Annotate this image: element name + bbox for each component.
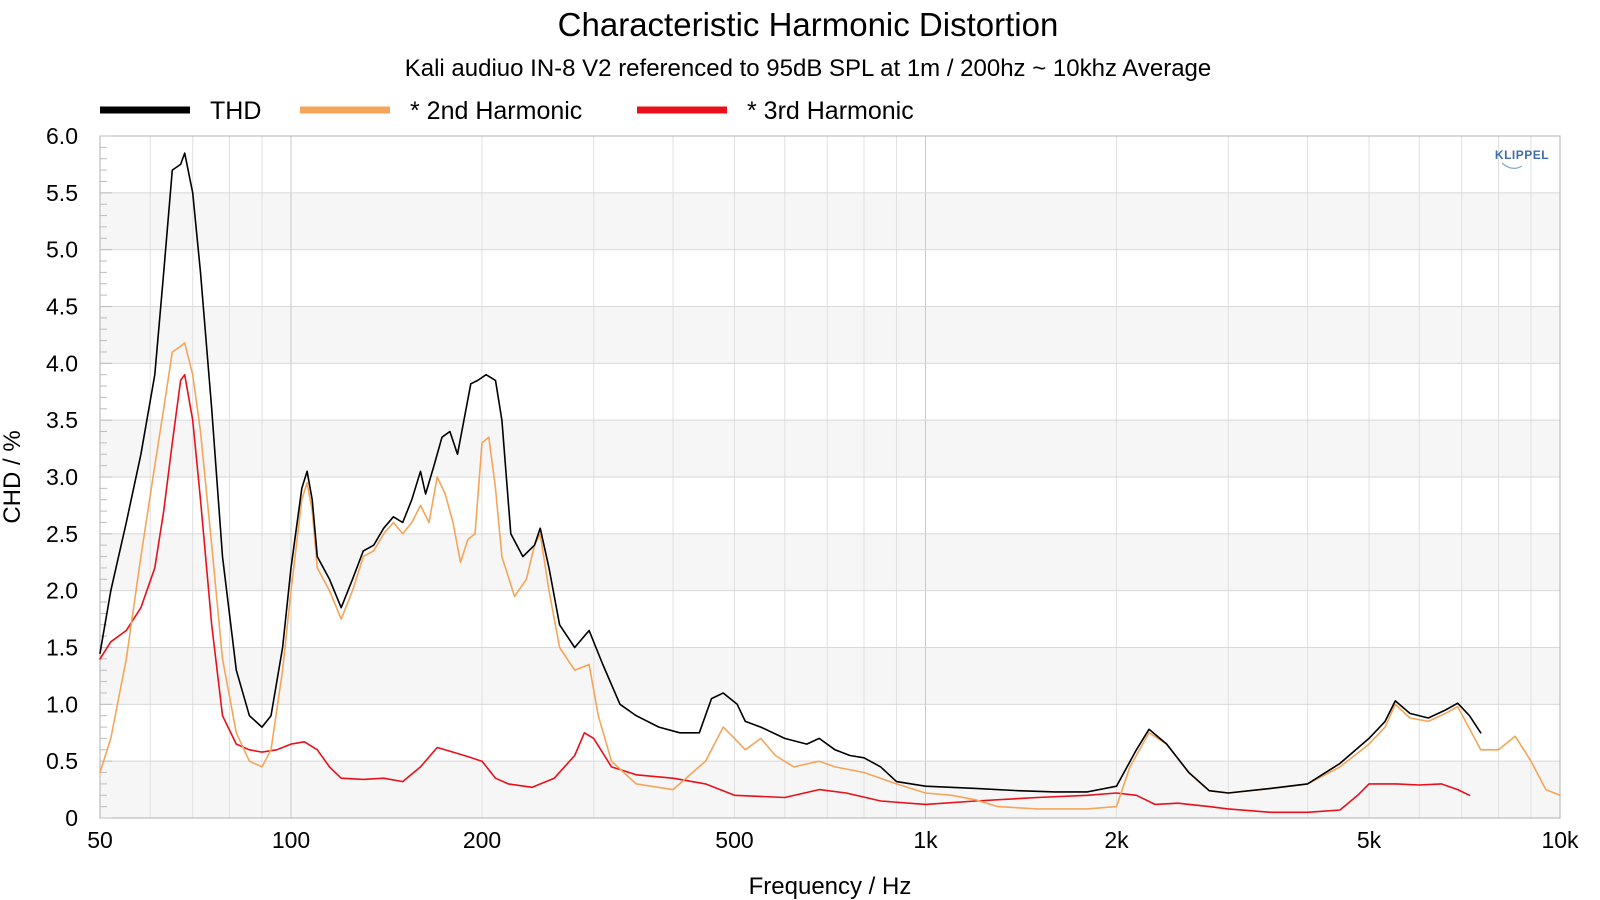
chart-title: Characteristic Harmonic Distortion — [558, 6, 1059, 43]
plot-band — [100, 761, 1560, 818]
x-tick-label: 1k — [913, 827, 938, 853]
plot-background-bands — [100, 136, 1560, 818]
y-tick-label: 0.5 — [46, 748, 78, 774]
y-tick-label: 3.0 — [46, 464, 78, 490]
series-line-3rd-harmonic — [99, 373, 1471, 814]
y-tick-label: 2.5 — [46, 521, 78, 547]
plot-band — [100, 533, 1560, 591]
plot-band — [100, 420, 1560, 477]
y-tick-label: 1.0 — [46, 691, 78, 717]
series-lines — [99, 152, 1561, 814]
klippel-logo: KLIPPEL — [1495, 148, 1549, 169]
plot-band — [100, 136, 1560, 193]
y-tick-label: 2.0 — [46, 578, 78, 604]
y-tick-label: 0 — [65, 805, 78, 831]
plot-band — [100, 704, 1560, 762]
x-tick-label: 5k — [1357, 827, 1382, 853]
plot-band — [100, 249, 1560, 307]
y-tick-label: 5.0 — [46, 237, 78, 263]
legend-label: * 3rd Harmonic — [747, 97, 914, 125]
klippel-logo-text: KLIPPEL — [1495, 148, 1549, 162]
plot-band — [100, 306, 1560, 364]
series-line-thd — [99, 152, 1482, 794]
plot-band — [100, 477, 1560, 534]
y-tick-label: 5.5 — [46, 180, 78, 206]
y-tick-label: 4.0 — [46, 350, 78, 376]
legend-label: THD — [210, 97, 261, 125]
klippel-logo-swoosh — [1501, 162, 1523, 169]
x-tick-label: 2k — [1104, 827, 1129, 853]
x-tick-label: 100 — [272, 827, 310, 853]
y-tick-label: 6.0 — [46, 123, 78, 149]
x-axis-label: Frequency / Hz — [749, 873, 912, 900]
plot-band — [100, 192, 1560, 250]
x-tick-label: 10k — [1541, 827, 1579, 853]
x-tick-label: 200 — [463, 827, 501, 853]
plot-band — [100, 363, 1560, 421]
x-tick-label: 50 — [87, 827, 113, 853]
y-axis-label: CHD / % — [0, 430, 26, 523]
plot-band — [100, 590, 1560, 648]
x-tick-label: 500 — [715, 827, 753, 853]
x-axis-ticks: 50 100 200 500 1k 2k 5k 10k — [87, 827, 1579, 853]
y-axis-ticks: 0 0.5 1.0 1.5 2.0 2.5 3.0 3.5 4.0 4.5 5.0 5.5 6.0 — [46, 123, 112, 831]
y-tick-label: 4.5 — [46, 294, 78, 320]
legend-label: * 2nd Harmonic — [410, 97, 582, 125]
chart-subtitle: Kali audiuo IN-8 V2 referenced to 95dB S… — [405, 55, 1212, 82]
plot-band — [100, 647, 1560, 705]
y-tick-label: 1.5 — [46, 635, 78, 661]
legend: THD * 2nd Harmonic * 3rd Harmonic — [100, 97, 914, 125]
y-tick-label: 3.5 — [46, 407, 78, 433]
